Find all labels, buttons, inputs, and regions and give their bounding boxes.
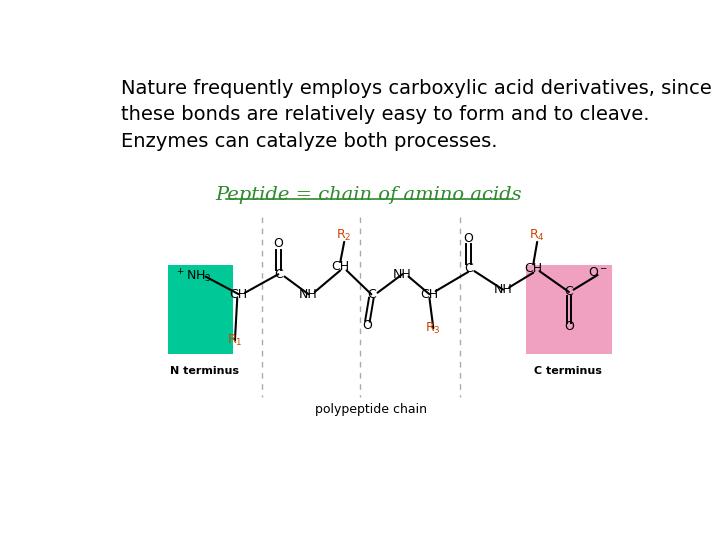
Text: C: C [464,262,472,275]
Text: R$_1$: R$_1$ [227,333,243,348]
Text: C: C [367,288,376,301]
Text: polypeptide chain: polypeptide chain [315,403,428,416]
Text: CH: CH [420,288,438,301]
Text: CH: CH [230,288,248,301]
Text: R$_2$: R$_2$ [336,228,352,244]
Text: NH: NH [494,283,513,296]
Text: O: O [362,319,372,332]
Text: O$^-$: O$^-$ [588,266,608,279]
Bar [526,265,612,354]
Text: R$_4$: R$_4$ [529,228,545,244]
Text: Peptide = chain of amino acids: Peptide = chain of amino acids [216,186,522,205]
Text: O: O [463,232,473,245]
Text: NH: NH [300,288,318,301]
Text: O: O [274,237,283,250]
Text: CH: CH [331,260,349,273]
Text: $^+$NH$_3$: $^+$NH$_3$ [175,268,211,285]
Text: CH: CH [524,262,542,275]
Text: Nature frequently employs carboxylic acid derivatives, since
these bonds are rel: Nature frequently employs carboxylic aci… [121,79,712,151]
Text: R$_3$: R$_3$ [426,321,441,336]
Text: O: O [564,320,574,333]
Text: C: C [274,268,283,281]
Bar [168,265,233,354]
Text: C: C [564,286,573,299]
Text: N terminus: N terminus [170,366,239,376]
Text: C terminus: C terminus [534,366,602,376]
Text: NH: NH [393,268,412,281]
